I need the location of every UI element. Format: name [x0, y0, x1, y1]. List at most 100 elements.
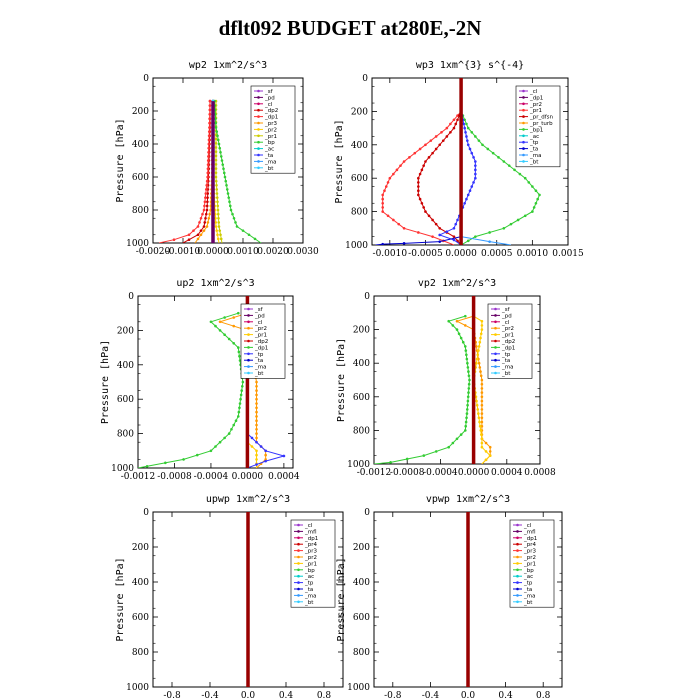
legend-marker: [516, 549, 519, 552]
legend-label: _dp2: [501, 339, 515, 345]
data-point: [208, 104, 212, 107]
data-point: [417, 193, 420, 197]
legend-label: _pr1: [254, 333, 267, 339]
data-point: [457, 332, 461, 336]
y-tick-label: 1000: [126, 683, 149, 693]
data-point: [202, 225, 206, 228]
legend-marker: [516, 587, 519, 591]
data-point: [255, 410, 258, 414]
data-point: [215, 188, 219, 191]
legend-marker: [247, 346, 250, 349]
data-point: [209, 449, 213, 453]
data-point: [204, 192, 208, 195]
data-point: [474, 164, 477, 167]
data-point: [214, 167, 218, 170]
legend-label: _bt: [501, 371, 511, 377]
data-point: [472, 181, 475, 184]
data-point: [214, 221, 218, 224]
data-point: [491, 151, 495, 155]
data-point: [507, 164, 511, 167]
data-point: [264, 459, 267, 463]
data-point: [238, 359, 242, 362]
legend-label: _bt: [523, 600, 533, 606]
data-point: [225, 188, 229, 191]
data-point: [509, 222, 513, 226]
data-point: [214, 137, 218, 141]
data-point: [215, 192, 219, 195]
data-point: [417, 231, 420, 234]
legend-marker: [297, 568, 300, 572]
series-group: [374, 296, 492, 464]
data-point: [513, 168, 516, 172]
data-point: [459, 336, 463, 340]
data-point: [219, 150, 222, 154]
data-point: [395, 168, 399, 172]
data-point: [253, 237, 257, 241]
legend-label: _tp: [523, 581, 533, 587]
data-point: [399, 164, 402, 167]
x-tick-label: -0.0012: [357, 468, 392, 478]
data-point: [478, 424, 482, 428]
data-point: [480, 408, 484, 411]
data-point: [523, 214, 527, 218]
y-tick-label: 800: [351, 208, 368, 218]
data-point: [223, 333, 226, 337]
data-point: [438, 240, 442, 243]
data-point: [454, 122, 458, 126]
y-tick-label: 0: [364, 508, 370, 518]
data-point: [532, 206, 536, 209]
data-point: [480, 412, 484, 415]
data-point: [216, 237, 220, 241]
data-point: [255, 415, 258, 418]
data-point: [205, 208, 209, 212]
data-point: [479, 336, 482, 340]
data-point: [472, 156, 475, 159]
data-point: [502, 227, 506, 230]
data-point: [461, 340, 465, 344]
data-point: [205, 183, 208, 187]
data-point: [199, 229, 203, 232]
data-point: [417, 185, 420, 188]
data-point: [449, 130, 452, 134]
data-point: [480, 437, 484, 441]
data-point: [227, 196, 231, 199]
y-tick-label: 600: [132, 613, 149, 623]
data-point: [523, 176, 527, 180]
data-point: [220, 159, 224, 162]
data-point: [214, 324, 217, 328]
legend-label: _cl: [501, 320, 510, 326]
data-point: [480, 399, 484, 403]
y-axis-label: Pressure [hPa]: [100, 340, 111, 424]
data-point: [451, 324, 455, 327]
legend-label: _pr2: [501, 326, 514, 332]
data-point: [209, 320, 213, 324]
legend-label: _ac: [304, 574, 314, 580]
legend-label: _pr_dfsn: [529, 115, 554, 121]
data-point: [420, 168, 424, 172]
y-axis-label: Pressure [hPa]: [334, 119, 345, 203]
legend-marker: [257, 166, 260, 170]
data-point: [467, 391, 470, 394]
data-point: [468, 147, 472, 151]
data-point: [455, 437, 459, 441]
data-point: [206, 200, 209, 204]
y-tick-label: 200: [132, 543, 149, 553]
data-point: [427, 214, 431, 218]
x-tick-label: -0.0004: [194, 472, 229, 482]
legend-label: _pr4: [304, 542, 318, 548]
data-point: [182, 458, 185, 461]
data-point: [484, 450, 488, 453]
series-group: [246, 512, 250, 687]
data-point: [214, 117, 217, 120]
data-point: [463, 201, 466, 205]
data-point: [214, 175, 218, 179]
x-tick-label: -0.0020: [136, 247, 171, 257]
legend-label: _ma: [501, 365, 513, 371]
data-point: [476, 408, 480, 411]
legend-label: _dp1: [529, 95, 543, 101]
legend-label: _dp2: [254, 339, 268, 345]
legend-label: _pr1: [304, 561, 317, 567]
data-point: [538, 193, 541, 197]
legend-marker: [247, 314, 250, 317]
data-point: [219, 237, 223, 241]
